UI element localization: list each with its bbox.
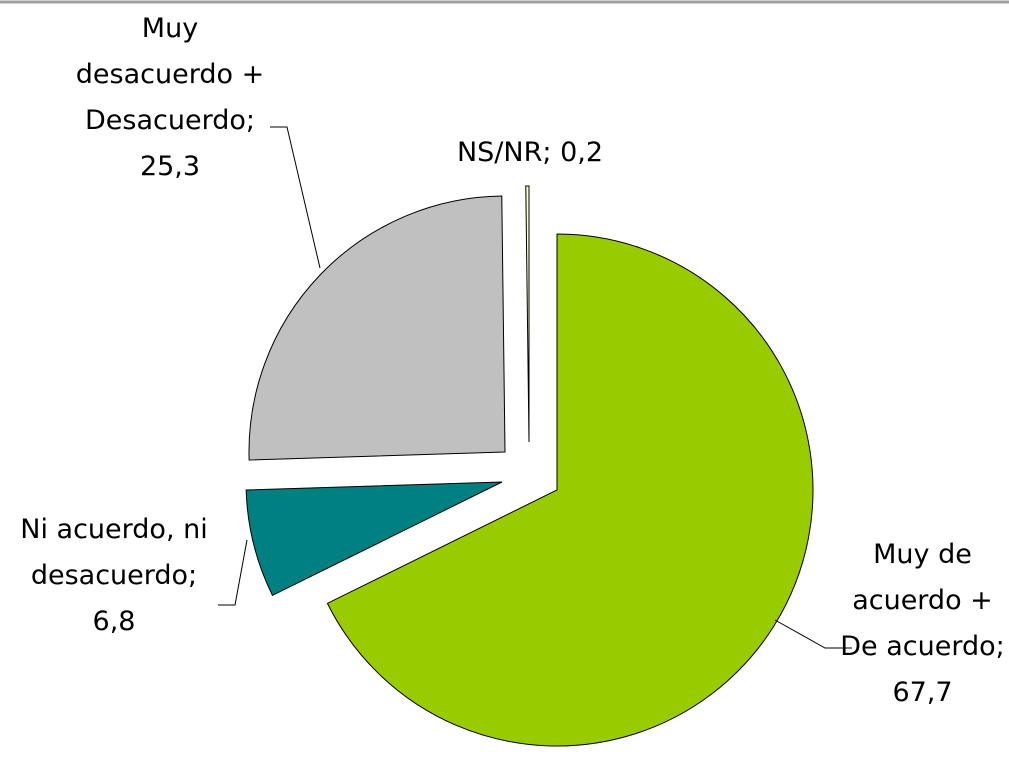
pie-slice xyxy=(248,195,506,461)
value-label: 0,2 xyxy=(560,137,604,168)
value-label: 25,3 xyxy=(139,151,201,182)
data-label: Ni acuerdo, ni desacuerdo; 6,8 xyxy=(8,507,220,645)
pie-slice xyxy=(245,481,503,597)
category-label: Muy desacuerdo + Desacuerdo xyxy=(75,13,265,136)
data-label: Muy desacuerdo + Desacuerdo; 25,3 xyxy=(75,6,265,190)
leader-line xyxy=(218,539,248,606)
value-label: 6,8 xyxy=(92,606,136,637)
leader-line xyxy=(774,619,852,649)
label-separator: ; xyxy=(542,137,552,168)
data-label: NS/NR; 0,2 xyxy=(400,130,660,176)
value-label: 67,7 xyxy=(892,677,953,708)
category-label: Muy de acuerdo + De acuerdo xyxy=(840,539,996,662)
label-separator: ; xyxy=(245,105,255,136)
label-separator: ; xyxy=(188,560,198,591)
label-separator: ; xyxy=(995,631,1005,662)
pie-slice xyxy=(525,185,530,443)
pie-slice xyxy=(326,233,814,747)
data-label: Muy de acuerdo + De acuerdo; 67,7 xyxy=(835,532,1009,716)
leader-line xyxy=(270,126,321,269)
category-label: NS/NR xyxy=(456,137,543,168)
category-label: Ni acuerdo, ni desacuerdo xyxy=(20,514,208,591)
